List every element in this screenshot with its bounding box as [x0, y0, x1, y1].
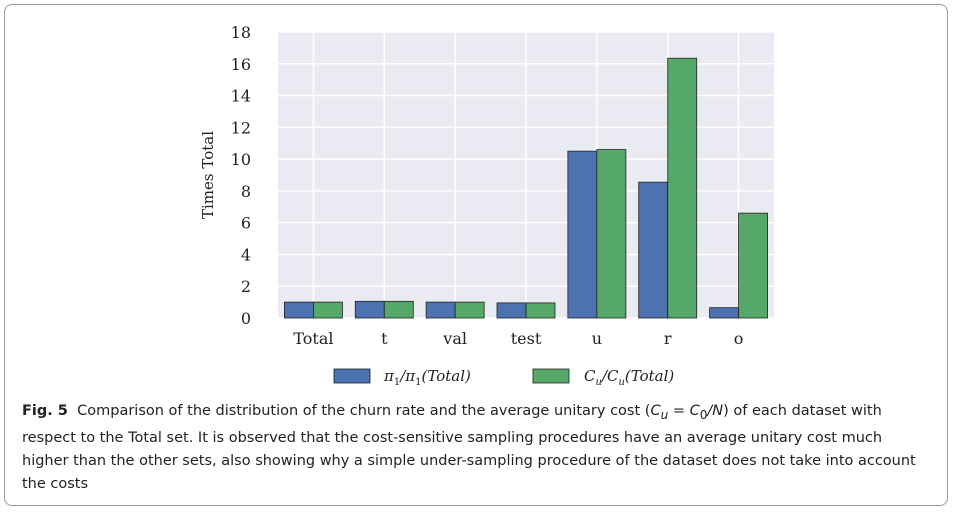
legend-cu-mid: /C — [600, 367, 619, 385]
y-tick-label-4: 8 — [241, 182, 251, 201]
caption-text-after: ) of each dataset with respect to the To… — [22, 403, 916, 492]
bar-pi-r — [638, 181, 669, 319]
x-tick-label-o: o — [734, 329, 744, 348]
legend-cu-base: C — [584, 367, 596, 385]
bar-pi-o — [709, 307, 739, 319]
legend-label-pi: π1/π1(Total) — [383, 367, 471, 388]
legend-label-cu: Cu/Cu(Total) — [584, 367, 674, 388]
caption-formula-c: C — [650, 403, 661, 419]
legend-pi-mid: /π — [398, 367, 416, 385]
y-tick-label-5: 10 — [231, 150, 251, 169]
figure-caption: Fig. 5 Comparison of the distribution of… — [22, 400, 932, 496]
y-tick-label-7: 14 — [231, 87, 251, 106]
y-axis-label: Times Total — [199, 131, 217, 219]
bar-chart: 0 2 4 6 8 10 12 14 16 18 Total t val test u r o Times T… — [199, 23, 774, 388]
legend-swatch-cu — [532, 368, 570, 384]
y-tick-labels: 0 2 4 6 8 10 12 14 16 18 — [231, 23, 251, 328]
caption-formula-sub: u — [660, 407, 669, 422]
y-tick-label-1: 2 — [241, 277, 251, 296]
caption-text-before: Comparison of the distribution of the ch… — [77, 403, 651, 419]
caption-formula-tail: /N — [707, 403, 724, 419]
y-tick-label-3: 6 — [241, 214, 251, 233]
legend-pi-tail: (Total) — [422, 367, 471, 385]
legend-cu-tail: (Total) — [625, 367, 674, 385]
figure-frame — [4, 4, 948, 506]
bar-pi-val — [425, 301, 456, 319]
legend-pi-sub2: 1 — [415, 377, 421, 388]
legend-pi-sub: 1 — [394, 377, 400, 388]
bar-cu-val — [454, 301, 485, 319]
legend-cu-sub: u — [595, 377, 601, 388]
x-tick-label-total: Total — [293, 329, 333, 348]
bars — [284, 57, 768, 319]
caption-formula-sub2: 0 — [699, 407, 708, 422]
legend-swatch-pi — [333, 368, 371, 384]
bar-cu-o — [738, 212, 768, 319]
caption-formula-eq: = C — [668, 403, 700, 419]
legend: π1/π1(Total) Cu/Cu(Total) — [333, 367, 674, 388]
y-tick-label-6: 12 — [231, 118, 251, 137]
y-tick-label-9: 18 — [231, 23, 251, 42]
x-tick-labels: Total t val test u r o — [293, 329, 743, 348]
x-tick-label-t: t — [381, 329, 388, 348]
y-tick-label-8: 16 — [231, 55, 251, 74]
legend-cu-sub2: u — [618, 377, 624, 388]
bar-pi-t — [354, 300, 385, 319]
bar-cu-total — [313, 301, 343, 319]
caption-label: Fig. 5 — [22, 403, 68, 419]
x-tick-label-val: val — [442, 329, 467, 348]
bar-pi-test — [496, 302, 527, 319]
bar-pi-u — [567, 150, 598, 319]
x-tick-label-r: r — [664, 329, 672, 348]
y-tick-label-2: 4 — [241, 245, 251, 264]
bar-pi-total — [284, 301, 314, 319]
y-tick-label-0: 0 — [241, 309, 251, 328]
bar-cu-t — [383, 300, 414, 319]
x-tick-label-u: u — [592, 329, 602, 348]
legend-pi-base: π — [383, 367, 395, 385]
bar-cu-test — [525, 302, 556, 319]
x-tick-label-test: test — [511, 329, 542, 348]
bar-cu-u — [596, 149, 627, 319]
bar-cu-r — [667, 57, 698, 319]
